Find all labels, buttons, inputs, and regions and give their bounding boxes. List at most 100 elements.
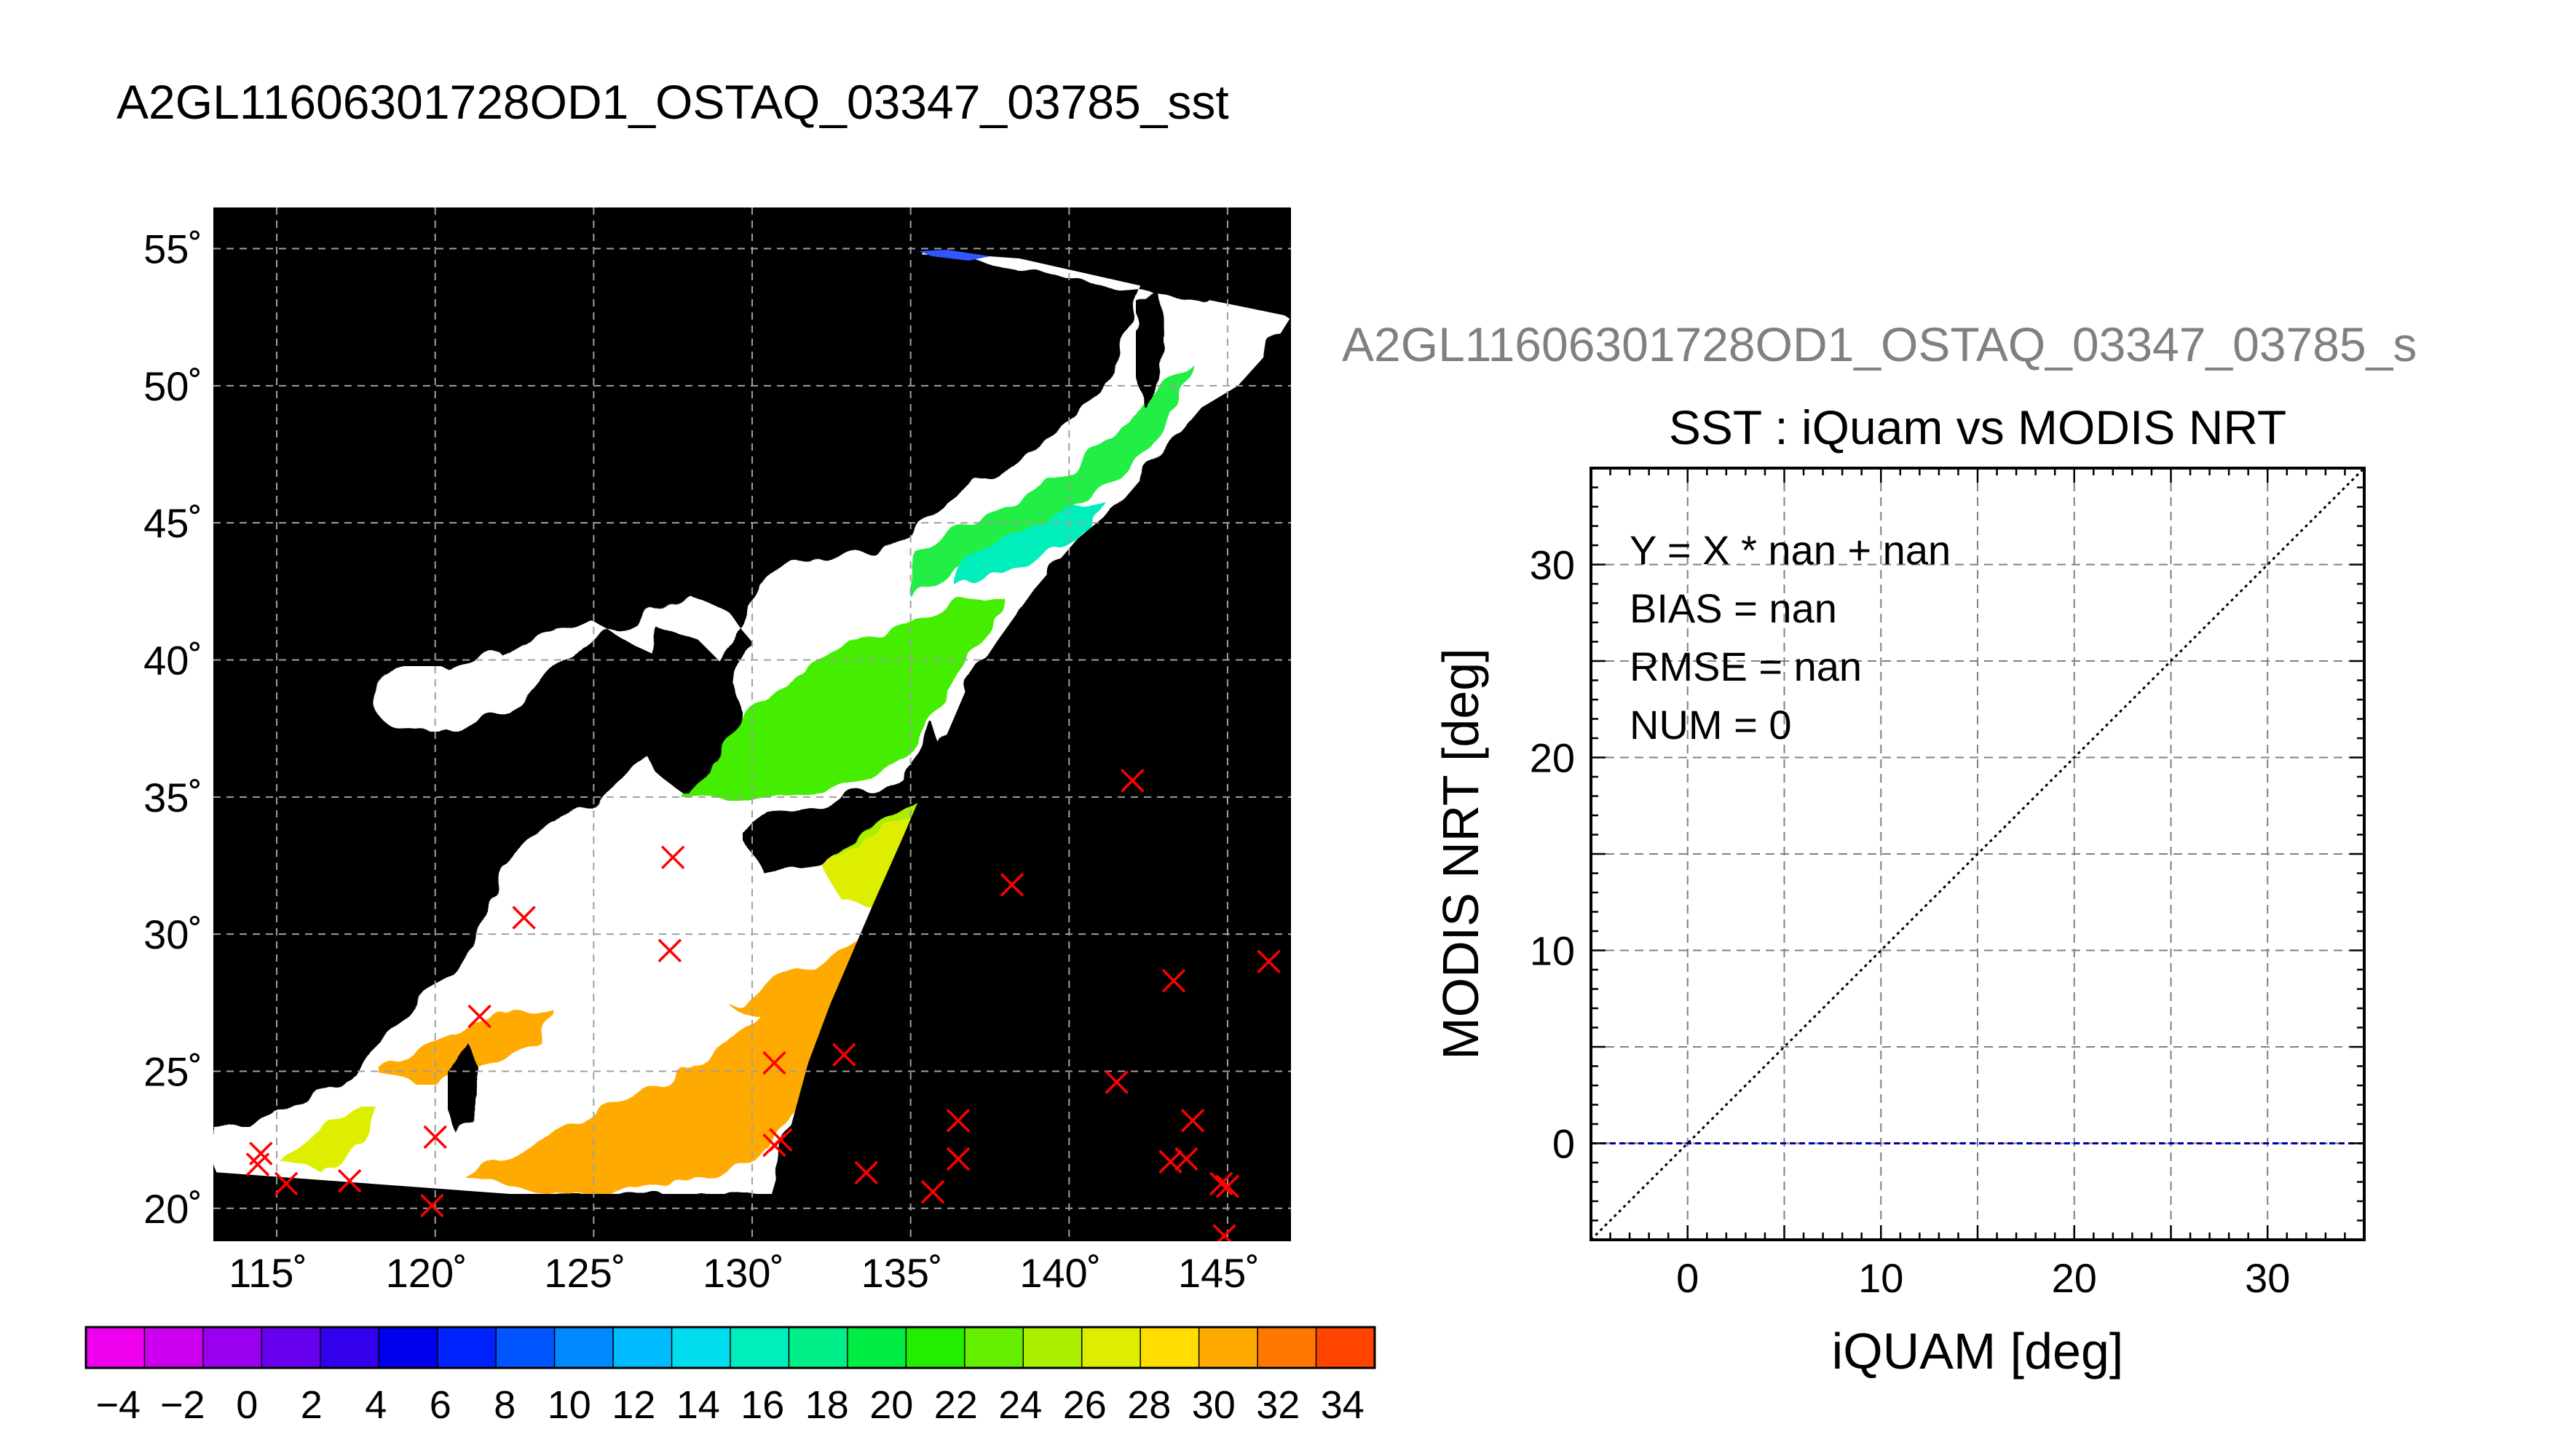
colorbar-tick-label: 22 <box>934 1383 978 1427</box>
map-marker <box>1121 768 1145 793</box>
colorbar-segment <box>1023 1327 1083 1368</box>
scatter-reference-lines <box>1591 468 2364 1240</box>
map-lat-tick-label: 25˚ <box>143 1048 202 1094</box>
map-marker-stroke <box>1161 968 1186 993</box>
scatter-y-tick-label: 30 <box>1530 542 1575 588</box>
land-continent <box>213 207 919 1127</box>
colorbar-tick-label: 10 <box>548 1383 591 1427</box>
colorbar-labels: −4 −2 0 2 4 6 8 10 12 14 16 18 20 22 24 26 28 30 32 34 <box>95 1383 1364 1427</box>
colorbar-segment <box>1198 1327 1258 1368</box>
colorbar-tick-label: 0 <box>236 1383 258 1427</box>
map-grid <box>213 207 1291 1241</box>
map-lat-tick-label: 30˚ <box>143 911 202 957</box>
scatter-y-tick-label: 10 <box>1530 928 1575 974</box>
map-marker <box>1105 1070 1129 1094</box>
colorbar-segment <box>789 1327 848 1368</box>
colorbar-segment <box>202 1327 262 1368</box>
colorbar-segment <box>906 1327 965 1368</box>
right-panel-title: A2GL11606301728OD1_OSTAQ_03347_03785_s <box>1342 317 2417 371</box>
colorbar-tick-label: 2 <box>301 1383 323 1427</box>
colorbar-tick-label: 28 <box>1127 1383 1171 1427</box>
map-marker-stroke <box>1217 1224 1236 1241</box>
scatter-x-tick-label: 20 <box>2052 1255 2097 1301</box>
sst-zone-orange-east <box>728 968 830 1019</box>
map-marker-stroke <box>512 906 536 930</box>
colorbar-segment <box>964 1327 1024 1368</box>
colorbar-tick-label: 8 <box>494 1383 516 1427</box>
scatter-y-axis-label: MODIS NRT [deg] <box>1432 648 1489 1059</box>
swath-edge-east <box>765 317 1291 1241</box>
map-marker-stroke <box>1105 1070 1129 1094</box>
colorbar-segment <box>847 1327 907 1368</box>
map-marker-stroke <box>1209 1171 1233 1196</box>
map-marker <box>1180 1109 1205 1133</box>
colorbar-tick-label: 26 <box>1063 1383 1107 1427</box>
map-marker <box>832 1042 856 1067</box>
colorbar-frame <box>84 1326 1376 1369</box>
colorbar-segment <box>144 1327 204 1368</box>
colorbar-tick-label: 20 <box>869 1383 913 1427</box>
map-lon-tick-label: 115˚ <box>229 1250 307 1296</box>
map-marker <box>467 1004 491 1029</box>
sst-zone-green-mid <box>677 597 1005 801</box>
colorbar-tick-label: −4 <box>95 1383 141 1427</box>
scatter-x-tick-label: 30 <box>2245 1255 2290 1301</box>
map-marker <box>762 1051 786 1075</box>
map-marker-stroke <box>660 845 685 869</box>
colorbar-segment <box>320 1327 379 1368</box>
map-marker-stroke <box>274 1171 299 1196</box>
colorbar-segment <box>496 1327 556 1368</box>
identity-line <box>1591 468 2364 1240</box>
map-marker-stroke <box>832 1042 856 1067</box>
map-panel: 115˚ 120˚ 125˚ 130˚ 135˚ 140˚ 145˚ 20˚ 25˚ 30˚ 35… <box>143 207 1291 1296</box>
map-marker-stroke <box>1215 1174 1240 1198</box>
map-marker-stroke <box>920 1179 945 1204</box>
map-lat-tick-label: 35˚ <box>143 775 202 820</box>
swath-cloud-region <box>213 209 1291 1194</box>
sst-zone-yellow-west <box>277 1107 379 1172</box>
scatter-panel: SST : iQuam vs MODIS NRT 0 10 20 30 0 10 20 30… <box>1432 400 2366 1380</box>
figure-title: A2GL11606301728OD1_OSTAQ_03347_03785_sst <box>117 75 1229 129</box>
map-marker <box>1215 1174 1240 1198</box>
map-marker <box>946 1147 971 1171</box>
colorbar-tick-label: 14 <box>676 1383 720 1427</box>
colorbar-tick-label: 30 <box>1192 1383 1236 1427</box>
map-imagery <box>213 207 1291 1241</box>
colorbar-tick-label: −2 <box>160 1383 205 1427</box>
map-marker-stroke <box>1121 768 1145 793</box>
scatter-frame <box>1590 467 2366 1241</box>
map-lat-tick-label: 45˚ <box>143 500 202 546</box>
map-marker <box>423 1125 447 1150</box>
colorbar-segment <box>437 1327 497 1368</box>
map-lat-tick-label: 40˚ <box>143 637 202 683</box>
colorbar-segment <box>1140 1327 1200 1368</box>
scatter-x-tick-label: 0 <box>1676 1255 1699 1301</box>
scatter-y-tick-label: 20 <box>1530 735 1575 781</box>
scatter-x-tick-label: 10 <box>1858 1255 1903 1301</box>
map-marker <box>337 1168 362 1193</box>
colorbar-tick-label: 16 <box>741 1383 784 1427</box>
map-marker <box>1257 949 1281 974</box>
map-marker <box>420 1193 444 1218</box>
map-marker <box>1161 968 1186 993</box>
land-japan <box>743 721 947 874</box>
stat-fit-line: Y = X * nan + nan <box>1630 527 1951 573</box>
map-lon-tick-label: 135˚ <box>861 1250 943 1296</box>
map-marker <box>1212 1224 1236 1241</box>
scatter-x-axis-label: iQUAM [deg] <box>1832 1323 2124 1380</box>
colorbar: −4 −2 0 2 4 6 8 10 12 14 16 18 20 22 24 26 28 30 32 34 <box>84 1326 1376 1427</box>
colorbar-tick-label: 12 <box>612 1383 655 1427</box>
map-marker <box>657 938 682 962</box>
land-korea <box>641 626 743 794</box>
map-lat-tick-label: 50˚ <box>143 363 202 409</box>
map-lon-tick-label: 120˚ <box>386 1250 467 1296</box>
colorbar-segment <box>730 1327 789 1368</box>
map-marker-stroke <box>337 1168 362 1193</box>
map-marker-stroke <box>1174 1147 1198 1171</box>
map-marker-stroke <box>1180 1109 1205 1133</box>
colorbar-tick-label: 6 <box>430 1383 451 1427</box>
swath-edge-south <box>213 1172 772 1241</box>
colorbar-tick-label: 24 <box>998 1383 1042 1427</box>
scatter-y-tick-label: 0 <box>1552 1121 1575 1167</box>
